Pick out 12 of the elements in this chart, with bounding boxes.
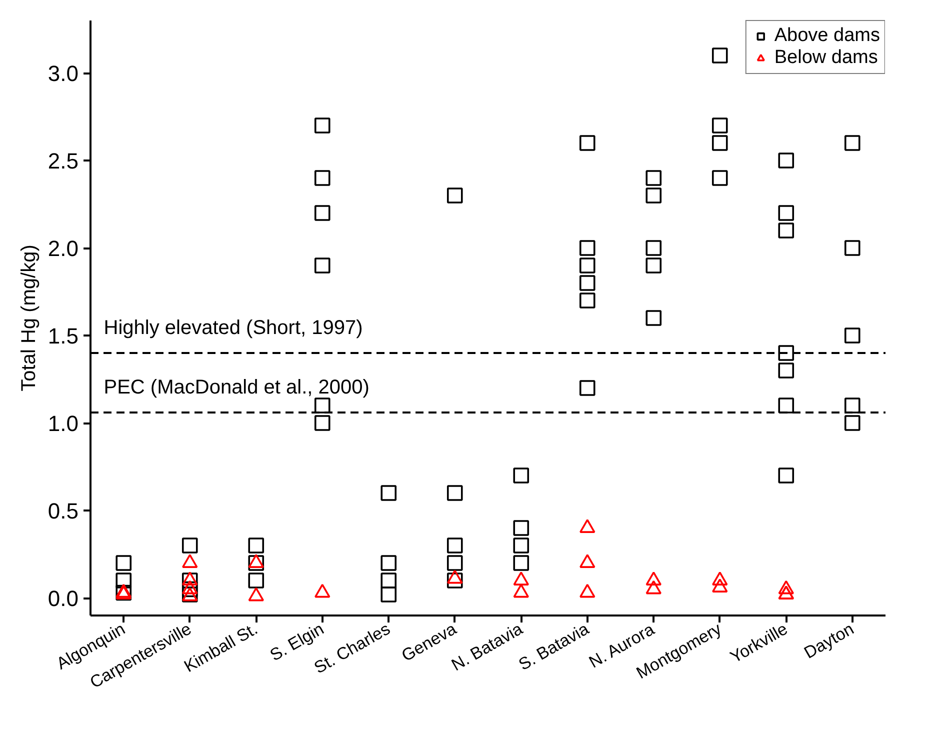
y-tick-label: 1.0 (48, 411, 79, 436)
y-tick-label: 1.5 (48, 324, 79, 348)
y-axis-title: Total Hg (mg/kg) (18, 244, 40, 392)
legend-label: Above dams (774, 25, 880, 47)
legend-label: Below dams (774, 47, 878, 69)
y-tick-label: 0.5 (48, 498, 79, 524)
y-tick-label: 3.0 (48, 61, 79, 86)
y-tick-label: 2.0 (48, 236, 79, 261)
ref-line-label: PEC (MacDonald et al., 2000) (104, 376, 370, 398)
ref-line-label: Highly elevated (Short, 1997) (104, 317, 363, 339)
y-tick-label: 2.5 (48, 148, 79, 174)
y-tick-label: 0.0 (48, 586, 79, 611)
